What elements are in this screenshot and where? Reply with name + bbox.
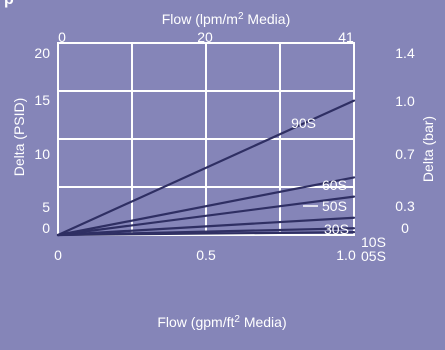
y-right-tick-0: 1.4	[395, 45, 415, 61]
x-top-tick-1: 20	[197, 29, 213, 45]
y-left-tick-20: 20	[34, 45, 50, 61]
y-axis-right-label: Delta (bar)	[420, 116, 436, 182]
series-line-90s	[56, 99, 356, 237]
series-label-10s: 10S	[361, 234, 386, 250]
y-right-tick-1: 1.0	[395, 93, 415, 109]
series-label-05s: 05S	[361, 248, 386, 264]
series-line-30s	[56, 216, 356, 237]
y-right-tick-3: 0.3	[395, 198, 415, 214]
series-line-60s	[56, 176, 356, 237]
y-left-tick-0: 0	[42, 220, 50, 236]
y-right-tick-4: 0	[401, 220, 409, 236]
x-axis-top-label: Flow (lpm/m2 Media)	[162, 11, 290, 27]
series-line-05s	[56, 231, 356, 237]
y-left-tick-5: 5	[42, 199, 50, 215]
x-bottom-tick-0: 0	[54, 247, 62, 263]
tick-labels: 0 0.5 1.0 0 20 41 20 15 10 5 0 1.4 1.0 0.7 0.3 0	[34, 29, 415, 263]
y-axis-left-label: Delta (PSID)	[11, 98, 27, 177]
plot-frame	[57, 42, 355, 236]
x-bottom-tick-2: 1.0	[336, 247, 356, 263]
x-bottom-tick-1: 0.5	[196, 247, 216, 263]
series-line-50s	[56, 195, 356, 237]
series-label-90s: 90S	[291, 115, 316, 131]
x-top-tick-2: 41	[338, 29, 354, 45]
page-title: p	[4, 0, 14, 9]
y-right-tick-2: 0.7	[395, 146, 415, 162]
y-left-tick-10: 10	[34, 146, 50, 162]
series-lines	[56, 99, 356, 237]
series-label-50s: 50S	[322, 198, 347, 214]
x-top-tick-0: 0	[58, 29, 66, 45]
x-axis-bottom-label: Flow (gpm/ft2 Media)	[157, 314, 286, 330]
series-label-60s: 60S	[322, 177, 347, 193]
y-left-tick-15: 15	[34, 92, 50, 108]
series-label-30s: 30S	[324, 221, 349, 237]
